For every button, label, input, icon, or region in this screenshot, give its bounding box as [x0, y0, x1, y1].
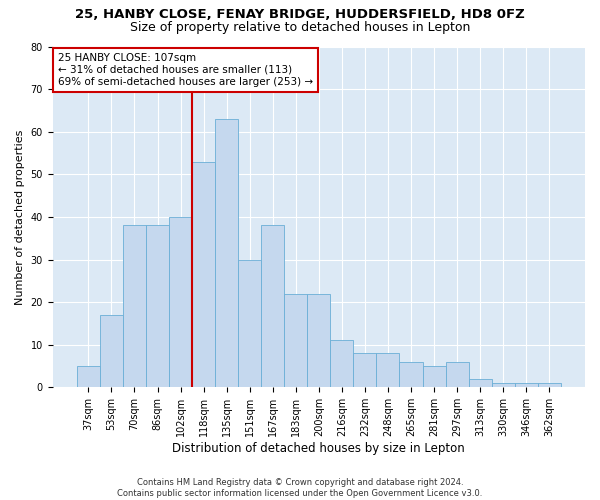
Bar	[469, 379, 491, 388]
Text: Contains HM Land Registry data © Crown copyright and database right 2024.
Contai: Contains HM Land Registry data © Crown c…	[118, 478, 482, 498]
Y-axis label: Number of detached properties: Number of detached properties	[15, 129, 25, 304]
Bar	[515, 383, 538, 388]
Bar	[538, 383, 561, 388]
Bar	[376, 354, 400, 388]
Bar	[215, 119, 238, 388]
Bar	[284, 294, 307, 388]
Bar	[238, 260, 261, 388]
Bar	[446, 362, 469, 388]
Bar	[331, 340, 353, 388]
Bar	[400, 362, 422, 388]
Bar	[169, 217, 192, 388]
Bar	[146, 226, 169, 388]
Bar	[491, 383, 515, 388]
Bar	[261, 226, 284, 388]
Bar	[123, 226, 146, 388]
Text: Size of property relative to detached houses in Lepton: Size of property relative to detached ho…	[130, 21, 470, 34]
Bar	[422, 366, 446, 388]
X-axis label: Distribution of detached houses by size in Lepton: Distribution of detached houses by size …	[172, 442, 465, 455]
Text: 25 HANBY CLOSE: 107sqm
← 31% of detached houses are smaller (113)
69% of semi-de: 25 HANBY CLOSE: 107sqm ← 31% of detached…	[58, 54, 313, 86]
Bar	[307, 294, 331, 388]
Bar	[100, 315, 123, 388]
Bar	[77, 366, 100, 388]
Bar	[192, 162, 215, 388]
Text: 25, HANBY CLOSE, FENAY BRIDGE, HUDDERSFIELD, HD8 0FZ: 25, HANBY CLOSE, FENAY BRIDGE, HUDDERSFI…	[75, 8, 525, 20]
Bar	[353, 354, 376, 388]
